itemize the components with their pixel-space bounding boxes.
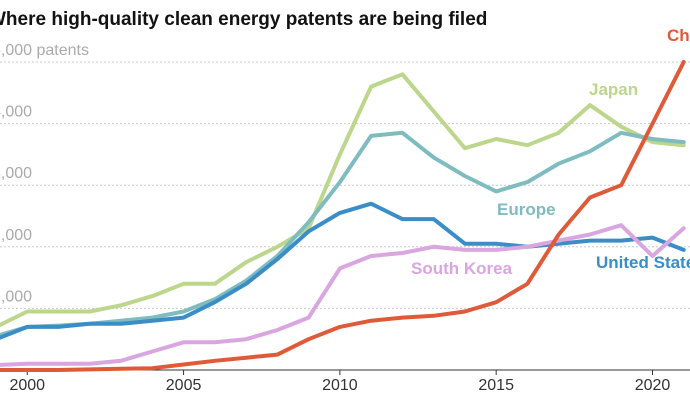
- series-label-china: China: [667, 26, 690, 45]
- x-tick-label: 2000: [9, 377, 45, 394]
- y-tick-label: 2,000: [0, 227, 32, 244]
- x-tick-label: 2010: [322, 377, 358, 394]
- series-label-japan: Japan: [589, 80, 638, 99]
- series-line-china: [0, 60, 686, 372]
- y-tick-label: 4,000: [0, 104, 32, 121]
- series-line-united-states: [0, 201, 686, 340]
- series-lines: [0, 60, 686, 372]
- y-tick-label: 3,000: [0, 165, 32, 182]
- series-line-europe: [0, 130, 686, 338]
- series-labels: Japan Europe South Korea United States China: [411, 26, 690, 278]
- y-tick-label: 1,000: [0, 288, 32, 305]
- series-line-japan: [0, 72, 686, 328]
- x-axis-labels: 2000 2005 2010 2015 2020: [9, 377, 670, 394]
- x-tick-label: 2015: [478, 377, 514, 394]
- series-label-south-korea: South Korea: [411, 259, 513, 278]
- y-axis-labels: 1,000 2,000 3,000 4,000 5,000 patents: [0, 42, 89, 305]
- y-tick-label: 5,000 patents: [0, 42, 89, 59]
- chart-title: Where high-quality clean energy patents …: [0, 9, 488, 30]
- series-label-europe: Europe: [497, 200, 556, 219]
- x-tick-label: 2005: [166, 377, 202, 394]
- series-label-united-states: United States: [596, 253, 690, 272]
- series-line-south-korea: [0, 223, 686, 367]
- x-tick-label: 2020: [635, 377, 671, 394]
